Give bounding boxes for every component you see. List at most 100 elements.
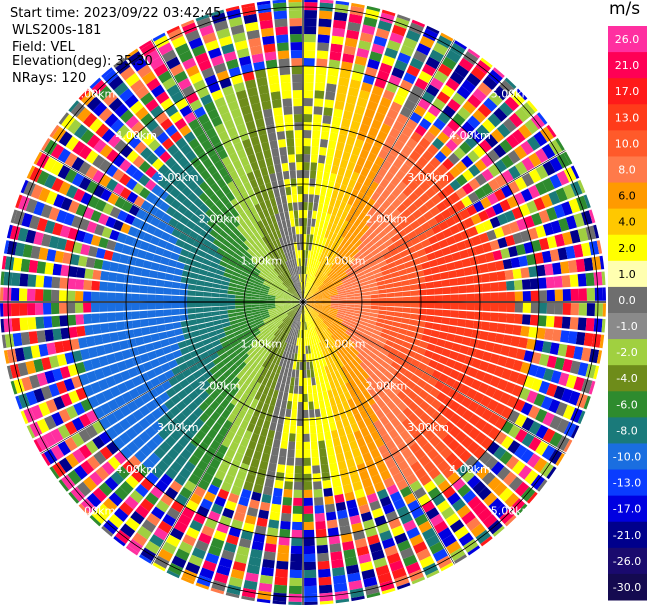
- range-gate: [386, 311, 395, 316]
- range-gate: [385, 182, 396, 193]
- range-gate: [455, 160, 468, 173]
- range-gate: [332, 566, 346, 577]
- range-gate: [308, 393, 314, 402]
- range-gate: [213, 20, 229, 32]
- range-gate: [273, 222, 280, 231]
- range-gate: [226, 264, 236, 271]
- range-gate: [448, 350, 459, 361]
- range-gate: [285, 270, 291, 278]
- range-gate: [269, 287, 278, 292]
- range-gate: [463, 375, 475, 387]
- range-gate: [370, 163, 381, 174]
- range-gate: [267, 132, 277, 142]
- range-gate: [389, 347, 399, 356]
- range-gate: [304, 10, 318, 19]
- range-gate: [381, 404, 391, 415]
- range-gate: [278, 237, 285, 246]
- range-gate: [545, 315, 555, 328]
- range-gate: [92, 169, 105, 184]
- range-gate: [191, 266, 201, 274]
- range-gate: [303, 489, 313, 498]
- range-gate: [512, 232, 523, 245]
- range-gate: [412, 209, 423, 220]
- range-gate: [179, 105, 193, 117]
- range-gate: [303, 114, 313, 123]
- range-gate: [319, 262, 325, 271]
- range-gate: [248, 556, 262, 567]
- range-gate: [269, 454, 278, 464]
- range-gate: [147, 278, 157, 286]
- range-gate: [493, 503, 509, 519]
- range-gate: [175, 238, 186, 248]
- range-gate: [367, 423, 377, 434]
- range-gate: [549, 249, 560, 262]
- range-gate: [13, 210, 25, 226]
- range-gate: [295, 283, 300, 291]
- range-gate: [419, 180, 431, 192]
- range-gate: [99, 174, 112, 188]
- range-gate: [223, 344, 233, 352]
- range-gate: [303, 313, 305, 322]
- range-gate: [377, 20, 393, 32]
- range-gate: [235, 264, 244, 271]
- range-gate: [249, 225, 257, 234]
- range-gate: [342, 278, 351, 284]
- range-gate: [112, 182, 125, 196]
- range-gate: [138, 160, 151, 173]
- range-gate: [235, 503, 248, 515]
- range-gate: [268, 324, 277, 332]
- range-gate: [114, 196, 126, 209]
- range-gate: [466, 347, 477, 357]
- ray-70: [41, 138, 300, 300]
- range-gate: [546, 303, 555, 315]
- range-gate: [318, 271, 324, 280]
- range-gate: [316, 281, 323, 288]
- range-gate: [103, 69, 119, 85]
- ring-label-5km: 5.00km: [74, 505, 116, 518]
- range-gate: [528, 405, 541, 420]
- range-gate: [364, 228, 374, 237]
- range-gate: [246, 87, 259, 97]
- range-gate: [244, 447, 255, 458]
- range-gate: [64, 421, 78, 436]
- range-gate: [249, 415, 259, 425]
- range-gate: [220, 280, 230, 286]
- range-gate: [485, 206, 497, 219]
- range-gate: [325, 406, 333, 416]
- range-gate: [251, 269, 260, 276]
- range-gate: [406, 168, 418, 180]
- range-gate: [236, 545, 250, 557]
- range-gate: [455, 431, 468, 444]
- range-gate: [319, 139, 328, 148]
- range-gate: [371, 382, 381, 392]
- range-gate: [323, 374, 329, 384]
- range-gate: [421, 442, 434, 454]
- range-gate: [385, 153, 397, 165]
- range-gate: [520, 140, 534, 156]
- range-gate: [294, 304, 301, 311]
- range-gate: [100, 402, 112, 416]
- range-gate: [199, 351, 210, 360]
- range-gate: [196, 219, 207, 229]
- range-gate: [205, 552, 220, 565]
- range-gate: [18, 393, 30, 409]
- range-gate: [381, 361, 391, 370]
- range-gate: [321, 415, 329, 425]
- range-gate: [247, 153, 257, 164]
- range-gate: [470, 66, 486, 81]
- range-gate: [319, 456, 328, 465]
- range-gate: [236, 123, 247, 134]
- range-gate: [235, 399, 245, 410]
- range-gate: [316, 50, 329, 60]
- range-gate: [385, 134, 397, 146]
- range-gate: [266, 263, 274, 271]
- range-gate: [305, 313, 309, 322]
- range-gate: [269, 241, 276, 250]
- range-gate: [103, 519, 119, 535]
- range-gate: [425, 281, 435, 289]
- range-gate: [244, 79, 257, 90]
- range-gate: [256, 176, 265, 187]
- range-gate: [185, 64, 200, 77]
- range-gate: [278, 246, 285, 255]
- range-gate: [169, 405, 181, 417]
